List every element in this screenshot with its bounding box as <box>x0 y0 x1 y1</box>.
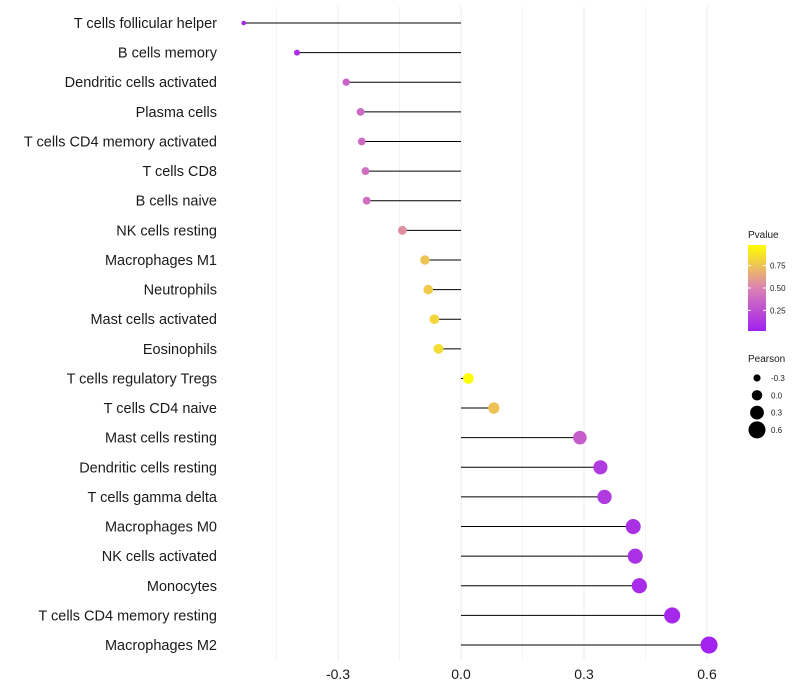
category-label: Dendritic cells resting <box>79 460 217 476</box>
lollipop-dot <box>357 137 366 146</box>
pvalue-tick-label: 0.50 <box>770 284 786 293</box>
pearson-legend-label: 0.6 <box>771 426 783 435</box>
category-label: Macrophages M0 <box>105 520 217 536</box>
lollipop-dot <box>429 314 440 325</box>
lollipop-dot <box>356 107 365 116</box>
category-label: NK cells resting <box>116 223 217 239</box>
lollipop-dot <box>573 430 587 445</box>
category-label: Macrophages M2 <box>105 638 217 654</box>
category-label: Mast cells resting <box>105 431 217 447</box>
x-tick-label: -0.3 <box>326 666 350 682</box>
lollipop-dot <box>423 284 433 295</box>
category-label: Dendritic cells activated <box>65 75 217 91</box>
pvalue-tick-label: 0.25 <box>770 306 786 315</box>
category-label: T cells CD4 naive <box>104 401 217 417</box>
category-label: Macrophages M1 <box>105 253 217 269</box>
lollipop-dot <box>597 489 612 505</box>
category-label: Neutrophils <box>144 283 217 299</box>
pearson-legend-label: 0.0 <box>771 391 783 400</box>
category-label: Plasma cells <box>136 105 217 121</box>
lollipop-dot <box>433 343 444 354</box>
lollipop-dot <box>361 167 370 176</box>
grid-layer <box>276 6 708 660</box>
category-label: Monocytes <box>147 579 217 595</box>
lollipop-dot <box>420 255 430 265</box>
lollipop-dot <box>293 49 301 56</box>
lollipop-dot <box>627 548 643 564</box>
stem-layer <box>243 22 710 646</box>
category-label: B cells memory <box>118 46 218 62</box>
lollipop-dot <box>488 402 500 414</box>
pearson-legend-title: Pearson <box>748 354 785 365</box>
category-label: Mast cells activated <box>90 312 217 328</box>
pvalue-legend-title: Pvalue <box>748 230 779 241</box>
x-tick-label: 0.0 <box>451 666 471 682</box>
category-label: T cells CD4 memory resting <box>38 608 217 624</box>
lollipop-dot <box>397 225 407 235</box>
pvalue-tick-label: 0.75 <box>770 262 786 271</box>
category-label: T cells gamma delta <box>88 490 218 506</box>
dot-layer <box>241 20 718 654</box>
category-label: B cells naive <box>136 194 217 210</box>
category-label: Eosinophils <box>143 342 217 358</box>
x-tick-label: 0.6 <box>697 666 717 682</box>
lollipop-dot <box>463 373 474 384</box>
lollipop-dot <box>631 578 647 594</box>
lollipop-dot <box>342 78 350 86</box>
lollipop-dot <box>664 607 681 624</box>
category-label: T cells CD4 memory activated <box>24 134 217 150</box>
x-tick-label: 0.3 <box>574 666 594 682</box>
lollipop-dot <box>241 20 247 26</box>
pearson-legend-dot <box>750 405 764 420</box>
pearson-legend-label: 0.3 <box>771 409 783 418</box>
pearson-legend-dot <box>748 421 766 439</box>
lollipop-dot <box>625 519 641 535</box>
pvalue-legend: Pvalue 0.25 0.50 0.75 <box>748 230 786 331</box>
x-axis-ticks: -0.3 0.0 0.3 0.6 <box>326 666 717 682</box>
pearson-legend: Pearson -0.3 0.0 0.3 0.6 <box>748 354 785 439</box>
lollipop-dot <box>700 636 718 654</box>
pearson-legend-label: -0.3 <box>771 374 785 383</box>
lollipop-dot <box>593 460 608 475</box>
pearson-legend-dot <box>753 374 761 382</box>
category-label: T cells regulatory Tregs <box>67 371 217 387</box>
category-label: T cells follicular helper <box>74 16 217 32</box>
pvalue-colorbar <box>748 245 766 331</box>
lollipop-dot <box>362 196 371 205</box>
category-label: T cells CD8 <box>142 164 217 180</box>
category-label: NK cells activated <box>102 549 217 565</box>
pearson-legend-dot <box>751 390 763 401</box>
category-labels: T cells follicular helper B cells memory D… <box>24 16 218 654</box>
